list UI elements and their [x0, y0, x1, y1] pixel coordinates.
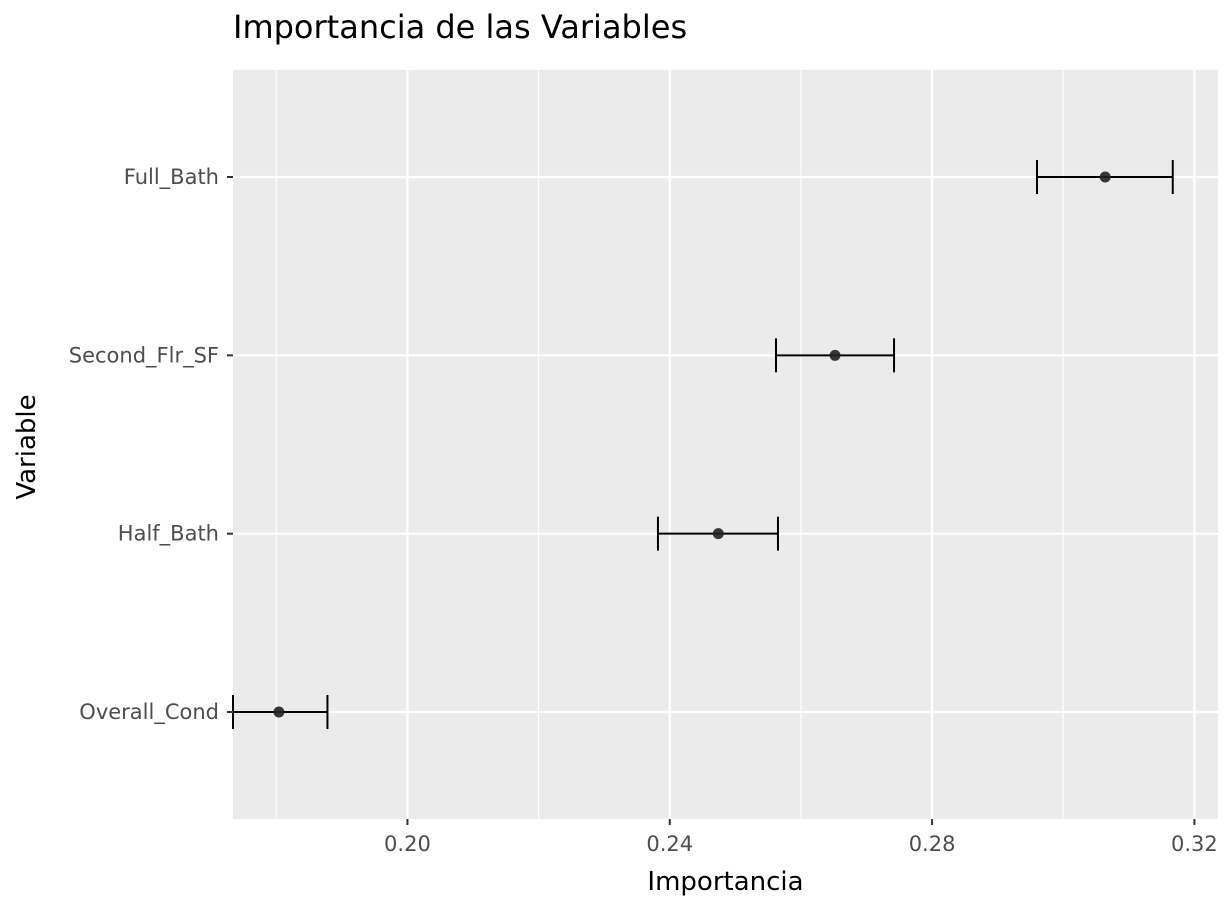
chart-title: Importancia de las Variables [233, 8, 687, 46]
x-axis: 0.20 0.24 0.28 0.32 [384, 819, 1218, 856]
y-tick-label: Second_Flr_SF [69, 343, 219, 368]
y-tick-label: Overall_Cond [79, 700, 219, 725]
data-point [273, 706, 285, 718]
data-point [829, 349, 841, 361]
plot-panel [233, 70, 1218, 819]
minor-gridlines [275, 70, 1064, 819]
data-point [1099, 171, 1111, 183]
y-tick-label: Full_Bath [124, 165, 219, 190]
y-axis-title: Variable [12, 394, 42, 499]
data-point [712, 528, 724, 540]
x-tick-label: 0.24 [646, 832, 693, 856]
x-tick-label: 0.20 [384, 832, 431, 856]
data-points [273, 171, 1111, 718]
x-tick-label: 0.28 [909, 832, 956, 856]
y-axis: Full_Bath Second_Flr_SF Half_Bath Overall_C… [69, 165, 233, 725]
x-axis-title: Importancia [647, 867, 803, 897]
y-tick-label: Half_Bath [118, 522, 219, 547]
x-tick-label: 0.32 [1171, 832, 1218, 856]
